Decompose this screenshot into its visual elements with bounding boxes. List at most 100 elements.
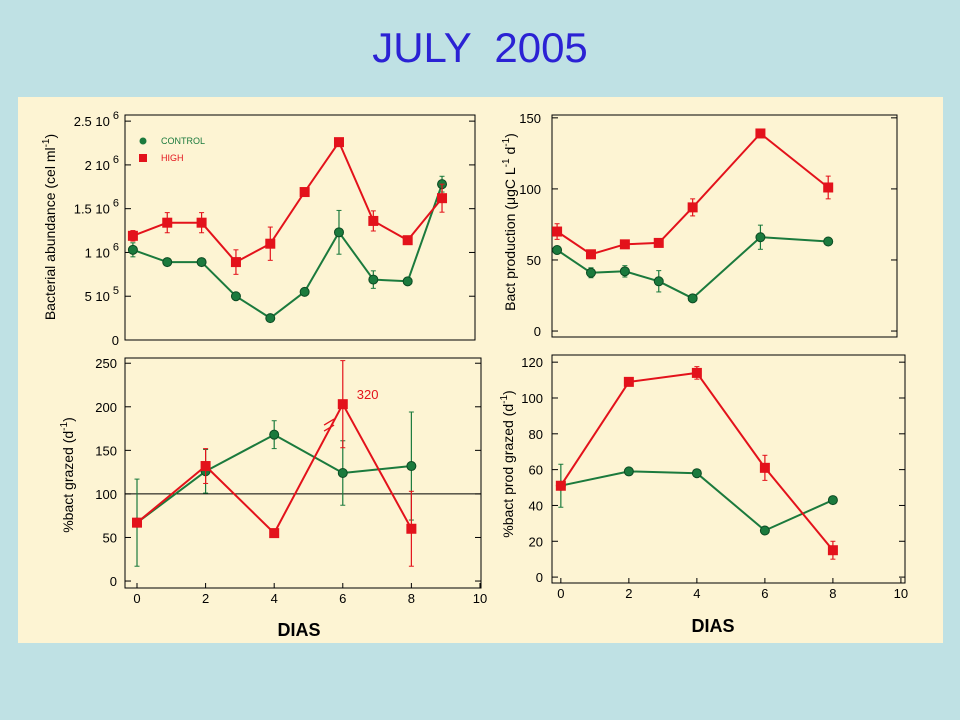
plot-frame [124,114,476,341]
control-series [555,463,838,536]
high-point [755,128,766,139]
high-point [823,182,834,193]
control-point [823,236,834,247]
y-tick-label: 50 [527,253,541,268]
y-axis-label-text: d [502,147,518,159]
y-tick-label: 20 [529,534,543,549]
control-point [402,276,413,287]
high-point [687,202,698,213]
y-tick-label: 5 10 5 [85,285,119,304]
high-point [265,238,276,249]
high-point [196,217,207,228]
x-tick-label: 4 [271,591,278,606]
high-point [333,137,344,148]
control-series [127,175,448,324]
y-tick-label-text: 5 10 [85,289,110,304]
y-axis-label-superscript: -1 [499,395,510,404]
high-series [127,137,448,275]
y-tick-label: 100 [521,391,543,406]
x-tick-label: 8 [829,586,836,601]
y-tick-label: 250 [95,356,117,371]
y-axis-label-text: ) [502,133,518,138]
y-tick-label-exponent: 5 [113,285,119,297]
y-axis-label-text: Bact production (μgC L [502,167,518,311]
high-point [691,367,702,378]
y-tick-label: 2.5 10 6 [74,110,119,129]
control-point [827,495,838,506]
y-tick-label-text: 80 [529,427,543,442]
high-point [368,215,379,226]
axis-break-mark [323,418,335,426]
y-tick-label-text: 100 [95,487,117,502]
control-series [552,224,834,304]
y-axis-label-superscript: -1 [59,421,70,430]
y-tick-label-text: 1 10 [85,245,110,260]
y-tick-label: 0 [536,570,543,585]
y-tick-label-text: 20 [529,534,543,549]
axis-break-mark [323,424,335,432]
y-tick-label-text: 150 [95,443,117,458]
y-tick-label: 1.5 10 6 [74,198,119,217]
y-axis-label-text: %bact grazed (d [60,431,76,533]
plot-frame [551,354,906,584]
high-point [269,528,280,539]
high-point [132,517,143,528]
control-point [265,313,276,324]
high-point [406,523,417,534]
y-tick-label-text: 2 10 [85,158,110,173]
y-tick-label-exponent: 6 [113,154,119,166]
control-point [755,232,766,243]
legend-circle-marker [139,137,147,145]
y-tick-label: 50 [103,530,117,545]
high-point [585,249,596,260]
high-line [556,132,829,256]
control-point [687,293,698,304]
y-tick-label-text: 50 [527,253,541,268]
x-tick-label: 10 [894,586,908,601]
y-tick-label: 150 [519,111,541,126]
control-point [368,274,379,285]
high-point [552,226,563,237]
y-tick-label-text: 120 [521,355,543,370]
high-point [653,237,664,248]
x-tick-label: 6 [761,586,768,601]
y-tick-label: 0 [110,574,117,589]
high-point [623,376,634,387]
plot-frame [551,114,898,338]
y-axis-label-text: ) [60,417,76,422]
y-axis-label-superscript: -1 [501,158,512,167]
y-tick-label-text: 0 [534,324,541,339]
y-tick-label-text: 40 [529,498,543,513]
control-line [556,236,829,300]
legend-label: CONTROL [161,136,205,146]
control-point [269,429,280,440]
control-point [623,466,634,477]
chart-bact-grazed: %bact grazed (d-1) 0 50 100 150 200 250 0 2 4 6 8 10… [59,356,487,640]
high-series [555,366,838,560]
x-tick-label: 2 [202,591,209,606]
control-point [406,461,417,472]
y-axis-label: Bacterial abundance (cel ml-1) [41,134,58,320]
high-point [619,239,630,250]
high-point [162,217,173,228]
high-point [827,545,838,556]
x-tick-label: 0 [133,591,140,606]
high-point [555,480,566,491]
legend-square-marker [139,154,147,162]
y-tick-label: 60 [529,463,543,478]
high-series [132,360,417,567]
y-tick-label-text: 200 [95,400,117,415]
control-point [691,468,702,479]
high-point [127,230,138,241]
x-axis-label: DIAS [277,620,320,640]
plot-frame [124,357,482,589]
y-tick-label-text: 100 [521,391,543,406]
y-axis-label-text: ) [42,134,58,139]
high-series [552,128,834,260]
control-point [585,267,596,278]
control-point [552,245,563,256]
x-tick-label: 8 [408,591,415,606]
y-tick-label-text: 150 [519,111,541,126]
y-tick-label-text: 0 [536,570,543,585]
